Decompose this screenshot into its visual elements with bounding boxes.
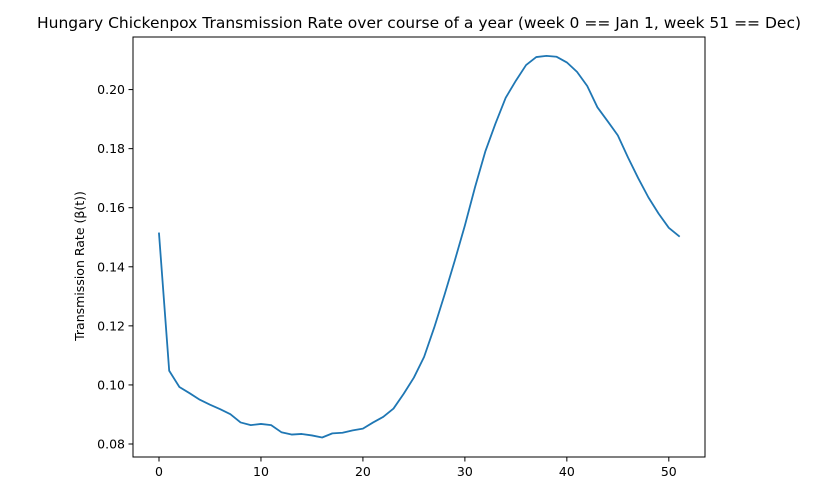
x-tick-label: 0 bbox=[155, 464, 163, 479]
axes-frame bbox=[132, 36, 706, 458]
axes: 0 10 20 30 40 50 0.08 0.10 0.12 0.14 0.16 0.18 0.20 bbox=[97, 36, 706, 479]
y-tick-label: 0.08 bbox=[97, 437, 125, 452]
x-tick-label: 20 bbox=[355, 464, 371, 479]
y-tick-label: 0.14 bbox=[97, 259, 125, 274]
y-tick-label: 0.20 bbox=[97, 82, 125, 97]
y-axis-label: Transmission Rate (β(t)) bbox=[72, 191, 87, 342]
x-tick-label: 10 bbox=[253, 464, 269, 479]
x-tick-label: 40 bbox=[559, 464, 575, 479]
y-tick-label: 0.18 bbox=[97, 141, 125, 156]
x-tick-label: 50 bbox=[661, 464, 677, 479]
plot-area bbox=[158, 55, 681, 439]
series-line-0 bbox=[158, 55, 681, 439]
y-tick-label: 0.12 bbox=[97, 318, 125, 333]
y-tick-label: 0.10 bbox=[97, 377, 125, 392]
y-tick-label: 0.16 bbox=[97, 200, 125, 215]
chart-title: Hungary Chickenpox Transmission Rate ove… bbox=[37, 14, 801, 32]
x-tick-label: 30 bbox=[457, 464, 473, 479]
